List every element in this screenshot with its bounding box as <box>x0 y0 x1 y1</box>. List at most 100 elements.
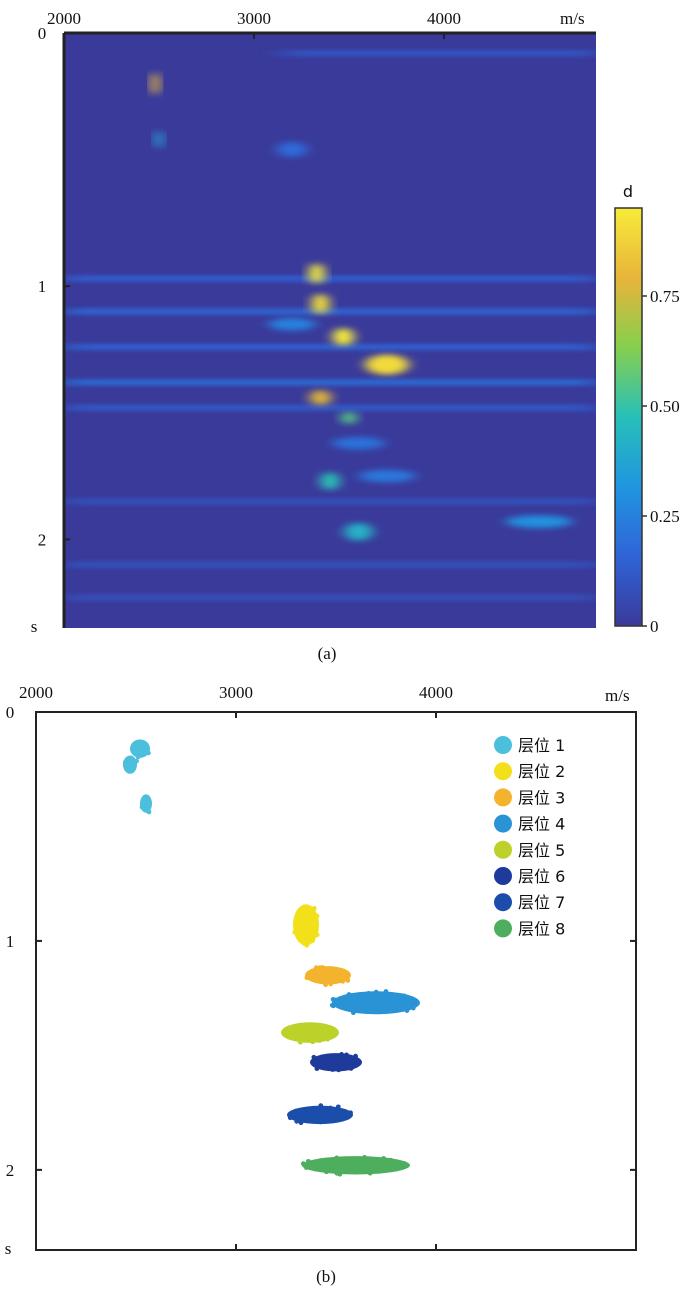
x-ticks-b: 2000 3000 4000 <box>19 683 453 1250</box>
scatter-point <box>367 1170 373 1176</box>
scatter-point <box>146 809 152 815</box>
scatter-point <box>310 1039 316 1045</box>
scatter-point <box>307 930 313 936</box>
heatmap-background <box>64 33 596 628</box>
scatter-point <box>312 1166 317 1172</box>
y-unit-label-b: s <box>5 1239 12 1258</box>
scatter-point <box>336 1160 342 1166</box>
scatter-point <box>310 919 316 924</box>
scatter-point <box>388 1157 394 1163</box>
scatter-point <box>292 1028 298 1034</box>
y-tick-label-a: 2 <box>38 530 47 549</box>
legend-marker <box>494 919 512 938</box>
legend-marker <box>494 893 512 912</box>
scatter-point <box>370 1007 376 1013</box>
scatter-point <box>132 746 138 752</box>
scatter-point <box>311 1054 317 1060</box>
scatter-point <box>412 1000 418 1006</box>
scatter-point <box>311 969 317 975</box>
scatter-point <box>311 926 317 932</box>
scatter-point <box>290 1034 296 1040</box>
scatter-point <box>142 796 147 802</box>
x-tick-label-a: 3000 <box>237 9 271 28</box>
scatter-point <box>286 1032 292 1038</box>
x-tick-label-b: 3000 <box>219 683 253 702</box>
scatter-point <box>383 1006 389 1012</box>
scatter-point <box>343 1161 349 1167</box>
legend-marker <box>494 788 512 807</box>
scatter-point <box>330 997 336 1002</box>
scatter-point <box>296 918 302 924</box>
caption-a: (a) <box>318 644 337 663</box>
y-tick-label-b: 0 <box>6 703 15 722</box>
scatter-point <box>323 982 328 988</box>
scatter-point <box>340 978 346 984</box>
scatter-point <box>311 905 317 911</box>
scatter-point <box>305 1158 311 1164</box>
scatter-point <box>303 914 309 920</box>
scatter-point <box>330 1165 335 1171</box>
heatmap-band <box>64 594 596 601</box>
scatter-point <box>404 1008 410 1013</box>
scatter-point <box>346 992 352 997</box>
scatter-point <box>339 1052 344 1057</box>
scatter-point <box>353 1058 359 1063</box>
scatter-point <box>297 1039 303 1045</box>
heatmap-band <box>64 561 596 568</box>
scatter-point <box>377 1166 383 1172</box>
scatter-point <box>317 1032 323 1038</box>
scatter-point <box>134 758 139 764</box>
scatter-point <box>335 1000 341 1006</box>
y-tick-label-a: 1 <box>38 277 47 296</box>
scatter-point <box>362 1155 368 1160</box>
scatter-point <box>331 1033 337 1039</box>
scatter-point <box>320 1056 326 1061</box>
scatter-point <box>332 1108 338 1114</box>
scatter-point <box>328 973 334 979</box>
scatter-point <box>324 1169 329 1175</box>
legend-marker <box>494 840 512 859</box>
scatter-points <box>122 739 420 1177</box>
scatter-point <box>344 1052 349 1058</box>
colorbar-tick-label: 0.25 <box>650 507 680 526</box>
scatter-point <box>313 965 319 971</box>
heatmap-hotspots <box>151 72 573 541</box>
colorbar <box>614 207 643 627</box>
scatter-point <box>317 1038 323 1043</box>
scatter-point <box>303 1110 309 1116</box>
scatter-point <box>302 941 307 947</box>
scatter-point <box>326 1163 332 1169</box>
scatter-point <box>335 1104 341 1110</box>
scatter-point <box>304 975 310 981</box>
heatmap-hotspot <box>151 72 160 96</box>
scatter-point <box>305 1022 311 1028</box>
scatter-point <box>298 932 304 938</box>
scatter-point <box>325 1064 331 1070</box>
legend-label: 层位 3 <box>518 788 565 807</box>
scatter-point <box>330 1158 336 1164</box>
scatter-point <box>140 802 146 808</box>
scatter-point <box>314 1058 320 1064</box>
heatmap-band <box>64 379 596 386</box>
panel-a: 2000 3000 4000 0 1 2 m/s s d 0 0.25 0.50 0.75 (… <box>31 9 680 663</box>
scatter-point <box>401 1161 407 1166</box>
scatter-point <box>345 977 351 983</box>
heatmap-hotspot <box>344 522 373 541</box>
heatmap-hotspot <box>320 472 340 491</box>
y-tick-label-b: 2 <box>6 1161 15 1180</box>
scatter-point <box>325 1036 330 1042</box>
heatmap-hotspot <box>365 354 409 375</box>
scatter-point <box>327 1105 333 1111</box>
scatter-point <box>292 929 298 935</box>
scatter-point <box>362 1001 367 1007</box>
scatter-point <box>136 744 141 749</box>
x-tick-label-a: 2000 <box>47 9 81 28</box>
scatter-point <box>391 1164 397 1169</box>
heatmap-hotspot <box>155 130 163 149</box>
scatter-point <box>325 1025 330 1030</box>
scatter-point <box>355 1160 360 1165</box>
heatmap-band <box>64 498 596 505</box>
scatter-point <box>294 1108 299 1114</box>
scatter-point <box>383 1166 388 1172</box>
legend-marker <box>494 867 512 885</box>
